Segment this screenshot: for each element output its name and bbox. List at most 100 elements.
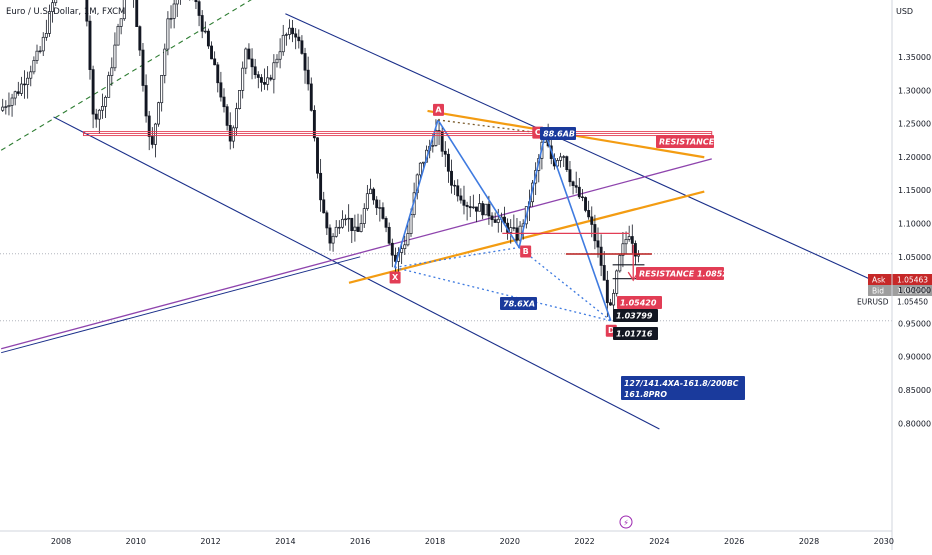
candle-body[interactable] <box>38 50 42 53</box>
blue-trend-line[interactable] <box>1 256 361 354</box>
candle-body[interactable] <box>222 96 226 108</box>
candle-body[interactable] <box>484 203 488 216</box>
candle-body[interactable] <box>141 49 145 86</box>
candle-body[interactable] <box>235 108 238 129</box>
alert-icon[interactable] <box>619 515 633 529</box>
candle-body[interactable] <box>359 223 363 232</box>
candle-body[interactable] <box>241 67 245 91</box>
candle-body[interactable] <box>216 64 220 84</box>
candle-body[interactable] <box>247 48 251 60</box>
candle-body[interactable] <box>266 77 270 85</box>
candle-body[interactable] <box>621 243 625 256</box>
candle-body[interactable] <box>94 113 98 120</box>
pattern-leg-XA[interactable] <box>393 119 439 268</box>
candle-body[interactable] <box>627 236 631 240</box>
candle-body[interactable] <box>231 127 235 142</box>
candle-body[interactable] <box>101 106 104 111</box>
candle-body[interactable] <box>512 227 516 229</box>
candle-body[interactable] <box>203 30 207 33</box>
candle-body[interactable] <box>580 196 584 198</box>
candle-body[interactable] <box>446 153 450 172</box>
candle-body[interactable] <box>85 0 89 22</box>
candle-body[interactable] <box>288 27 291 35</box>
candle-body[interactable] <box>35 50 39 61</box>
candle-body[interactable] <box>602 265 606 281</box>
candle-body[interactable] <box>322 199 326 214</box>
candle-body[interactable] <box>344 218 348 221</box>
candle-body[interactable] <box>32 60 36 73</box>
candle-body[interactable] <box>340 218 344 228</box>
label-88-6ab[interactable]: 88.6AB <box>540 127 576 140</box>
candle-body[interactable] <box>19 83 23 94</box>
candle-body[interactable] <box>54 0 58 4</box>
candle-body[interactable] <box>297 36 301 42</box>
candle-body[interactable] <box>403 244 407 250</box>
label-78-6xa[interactable]: 78.6XA <box>500 297 537 310</box>
purple-trend-line[interactable] <box>0 158 712 350</box>
symbol-title[interactable]: Euro / U.S. Dollar, 1M, FXCM <box>6 7 125 17</box>
candle-body[interactable] <box>300 40 304 54</box>
candle-body[interactable] <box>26 77 30 85</box>
candle-body[interactable] <box>166 18 170 50</box>
candle-body[interactable] <box>487 203 491 217</box>
candle-body[interactable] <box>23 83 26 86</box>
candle-body[interactable] <box>306 69 310 85</box>
candle-body[interactable] <box>633 243 637 257</box>
candle-body[interactable] <box>138 26 142 51</box>
channel-lower-line[interactable] <box>53 116 660 430</box>
label-resistance-108522[interactable]: RESISTANCE 1.08522 <box>636 267 734 280</box>
pattern-leg-AB[interactable] <box>437 119 520 248</box>
candle-body[interactable] <box>350 217 354 232</box>
candle-body[interactable] <box>471 206 475 209</box>
candle-body[interactable] <box>1 106 5 111</box>
candle-body[interactable] <box>390 242 394 256</box>
candle-body[interactable] <box>599 246 603 266</box>
candle-body[interactable] <box>104 96 108 107</box>
candle-body[interactable] <box>481 203 485 216</box>
candle-body[interactable] <box>244 48 248 69</box>
candle-body[interactable] <box>44 33 48 38</box>
candle-body[interactable] <box>316 137 319 174</box>
candle-body[interactable] <box>605 279 609 304</box>
candle-body[interactable] <box>496 218 500 223</box>
candle-body[interactable] <box>362 208 366 224</box>
candle-body[interactable] <box>612 292 616 306</box>
candle-body[interactable] <box>7 104 11 108</box>
candle-body[interactable] <box>409 214 413 234</box>
candle-body[interactable] <box>490 215 494 221</box>
candle-body[interactable] <box>172 3 176 19</box>
point-label-B[interactable]: B <box>520 245 532 258</box>
candle-body[interactable] <box>225 106 229 126</box>
candle-body[interactable] <box>372 188 376 201</box>
candle-body[interactable] <box>515 227 519 241</box>
candle-body[interactable] <box>478 203 482 212</box>
candle-body[interactable] <box>462 199 466 206</box>
candle-body[interactable] <box>618 255 622 272</box>
candle-body[interactable] <box>453 184 457 187</box>
candle-body[interactable] <box>291 27 295 35</box>
pattern-leg-BC[interactable] <box>518 133 547 248</box>
point-label-A[interactable]: A <box>432 103 444 116</box>
dashed-trend-line[interactable] <box>0 0 267 151</box>
candle-body[interactable] <box>615 270 619 294</box>
candle-body[interactable] <box>562 156 566 158</box>
candle-body[interactable] <box>41 36 45 52</box>
candle-body[interactable] <box>309 83 313 111</box>
candle-body[interactable] <box>406 233 410 246</box>
candle-body[interactable] <box>144 85 148 117</box>
candle-body[interactable] <box>10 97 14 106</box>
orange-support-line[interactable] <box>348 190 705 284</box>
candle-body[interactable] <box>319 172 323 201</box>
candle-body[interactable] <box>559 156 563 161</box>
candle-body[interactable] <box>431 145 435 147</box>
candle-body[interactable] <box>259 77 263 83</box>
candle-body[interactable] <box>272 62 276 80</box>
candle-body[interactable] <box>456 185 460 197</box>
candle-body[interactable] <box>378 207 382 209</box>
candle-body[interactable] <box>97 109 101 120</box>
bid-price-tag[interactable]: Bid 1.05450 <box>868 285 932 296</box>
candle-body[interactable] <box>637 254 640 257</box>
candle-body[interactable] <box>459 195 463 201</box>
